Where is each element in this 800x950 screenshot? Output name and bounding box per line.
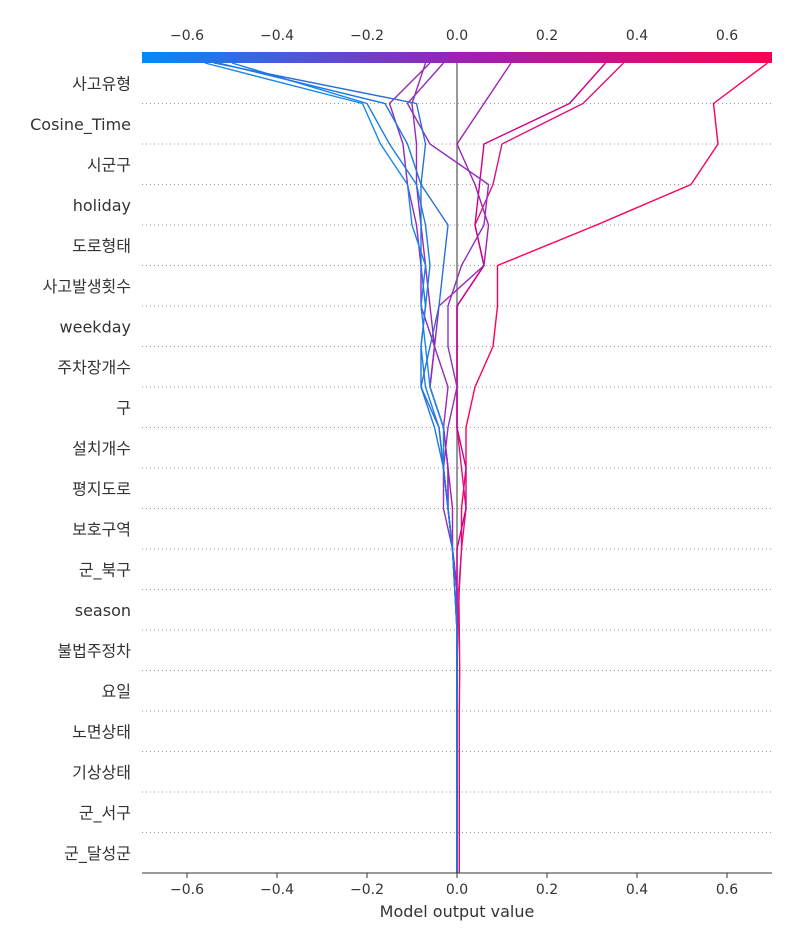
feature-label: 도로형태	[72, 236, 131, 255]
feature-label: 기상상태	[72, 763, 131, 782]
decision-lines	[204, 62, 768, 873]
top-tick-label: −0.6	[170, 28, 204, 44]
feature-label: weekday	[60, 317, 131, 336]
feature-label: Cosine_Time	[30, 115, 131, 135]
top-tick-label: 0.6	[716, 28, 738, 44]
feature-label: 노면상태	[72, 722, 131, 741]
feature-label: 사고유형	[72, 74, 131, 93]
feature-label: 군_북구	[79, 560, 131, 580]
bottom-tick-label: 0.0	[446, 882, 468, 898]
feature-label: 보호구역	[72, 520, 131, 539]
colorbar	[142, 52, 772, 63]
top-tick-label: 0.2	[536, 28, 558, 44]
top-tick-label: 0.4	[626, 28, 648, 44]
x-axis-title: Model output value	[380, 902, 535, 921]
top-axis: −0.6 −0.4 −0.2 0.0 0.2 0.4 0.6	[170, 28, 738, 44]
top-tick-label: −0.2	[350, 28, 384, 44]
feature-label: 시군구	[87, 155, 131, 174]
feature-label: 군_서구	[79, 803, 131, 823]
feature-label: 불법주정차	[57, 641, 131, 660]
bottom-tick-label: 0.4	[626, 882, 648, 898]
feature-label: holiday	[73, 196, 131, 215]
top-tick-label: 0.0	[446, 28, 468, 44]
decision-line-sample-3	[456, 62, 607, 873]
feature-label: 군_달성군	[64, 844, 131, 864]
decision-line-sample-8	[231, 62, 458, 873]
top-tick-label: −0.4	[260, 28, 294, 44]
bottom-tick-label: −0.4	[260, 882, 294, 898]
bottom-tick-label: 0.6	[716, 882, 738, 898]
feature-label: 설치개수	[72, 439, 131, 458]
bottom-tick-label: −0.2	[350, 882, 384, 898]
decision-line-sample-1	[458, 62, 768, 873]
feature-label: 평지도로	[72, 479, 131, 498]
bottom-axis: −0.6 −0.4 −0.2 0.0 0.2 0.4 0.6	[170, 873, 738, 898]
decision-line-sample-11	[218, 62, 458, 873]
feature-gridlines	[142, 103, 772, 833]
feature-label: season	[75, 601, 131, 620]
bottom-tick-label: −0.6	[170, 882, 204, 898]
feature-label: 주차장개수	[57, 358, 131, 377]
bottom-tick-label: 0.2	[536, 882, 558, 898]
feature-label: 사고발생횟수	[43, 277, 131, 296]
feature-label: 요일	[102, 682, 131, 701]
feature-label: 구	[116, 398, 131, 417]
